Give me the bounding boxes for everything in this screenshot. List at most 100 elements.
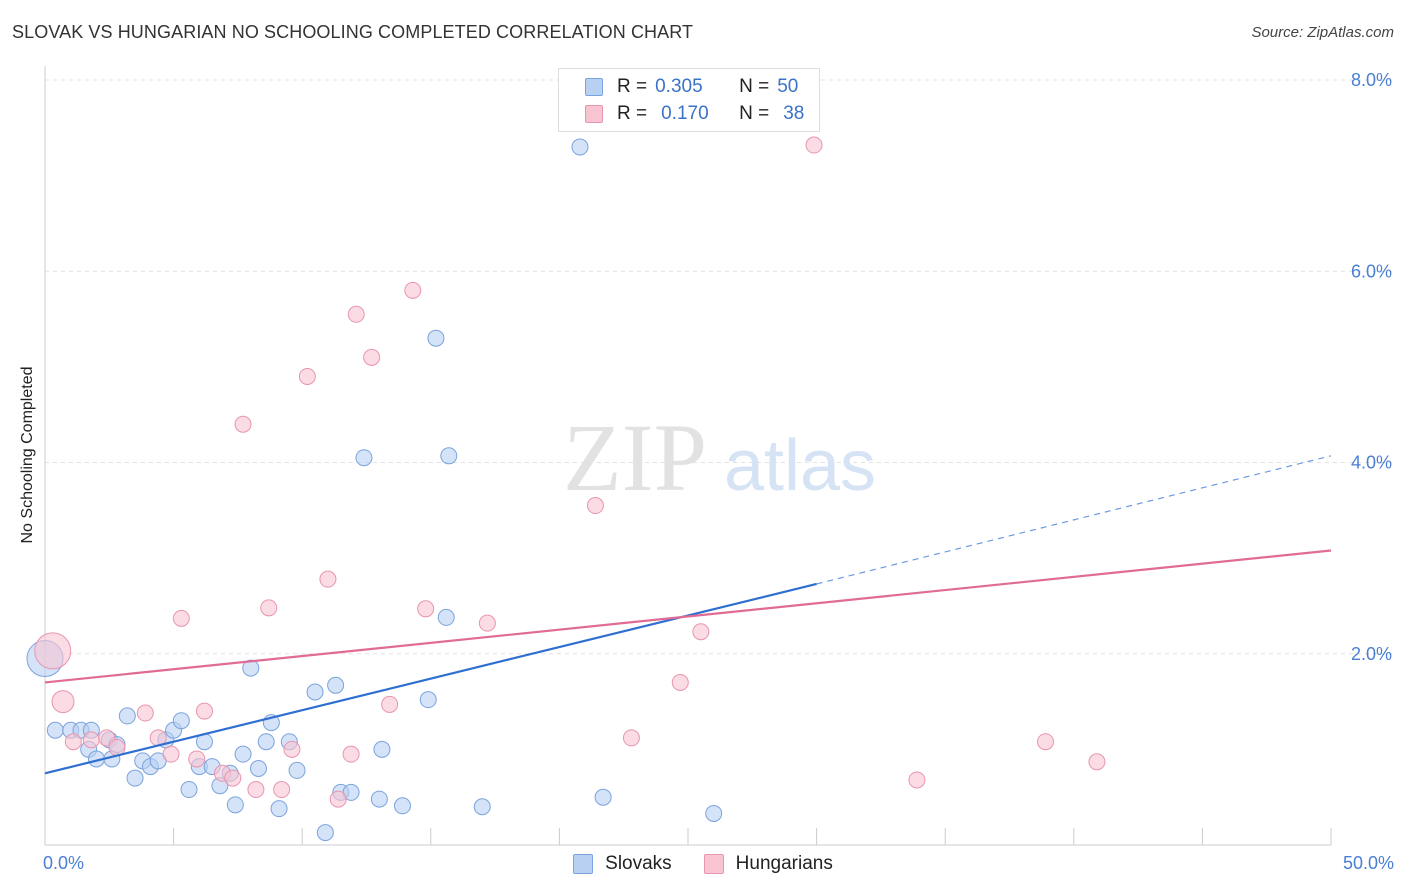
- legend-swatch-slovaks: [573, 854, 594, 874]
- hungarian-point: [478, 614, 496, 632]
- tick-labels: 2.0% 4.0% 6.0% 8.0% 0.0% 50.0%: [43, 70, 1394, 873]
- y-tick-label: 4.0%: [1351, 453, 1392, 473]
- scatter-points: [26, 136, 1106, 842]
- hungarian-point: [82, 731, 100, 749]
- watermark-zip: ZIP: [563, 404, 707, 511]
- hungarian-point: [586, 497, 604, 515]
- hungarian-point: [136, 704, 154, 722]
- slovak-point: [327, 676, 345, 694]
- slovak-point: [234, 745, 252, 763]
- hungarian-point: [298, 367, 316, 385]
- legend-r-value-hungarians: 0.170: [661, 103, 709, 124]
- slovak-point: [394, 797, 412, 815]
- y-tick-label: 2.0%: [1351, 644, 1392, 664]
- y-tick-label: 6.0%: [1351, 261, 1392, 281]
- legend-swatch-hungarians: [703, 854, 724, 874]
- slovak-point: [419, 691, 437, 709]
- hungarian-point: [162, 745, 180, 763]
- slovak-point: [316, 824, 334, 842]
- legend-item-hungarians: Hungarians: [703, 853, 833, 875]
- hungarian-point: [247, 781, 265, 799]
- legend-row-hungarians: R = 0.170 N = 38: [585, 102, 804, 126]
- x-tick-label: 50.0%: [1343, 853, 1394, 873]
- slovak-point: [46, 721, 64, 739]
- slovak-point: [473, 798, 491, 816]
- hungarian-point: [404, 281, 422, 299]
- legend-r-label: R =: [617, 76, 648, 97]
- slovak-point: [226, 796, 244, 814]
- legend-swatch-hungarians: [585, 105, 603, 123]
- grid-lines: [45, 79, 1392, 655]
- hungarian-point: [1037, 733, 1055, 751]
- slovak-point: [571, 138, 589, 156]
- legend-r-value-slovaks: 0.305: [655, 76, 703, 97]
- slovak-point: [355, 449, 373, 467]
- y-tick-label: 8.0%: [1351, 70, 1392, 90]
- hungarian-point: [172, 609, 190, 627]
- source-label: Source: ZipAtlas.com: [1251, 24, 1394, 41]
- slovak-point: [427, 329, 445, 347]
- hungarian-point: [671, 673, 689, 691]
- hungarian-point: [908, 771, 926, 789]
- slovak-point: [370, 790, 388, 808]
- hungarian-point: [64, 733, 82, 751]
- slovak-point: [270, 800, 288, 818]
- slovak-point: [373, 740, 391, 758]
- legend-n-value-slovaks: 50: [777, 76, 799, 97]
- slovak-point: [705, 804, 723, 822]
- slovak-point: [288, 761, 306, 779]
- legend-stats: R = 0.305 N = 50 R = 0.170 N = 38: [558, 68, 820, 132]
- hungarian-point: [260, 599, 278, 617]
- slovak-point: [180, 781, 198, 799]
- slovak-point: [257, 733, 275, 751]
- slovak-point: [126, 769, 144, 787]
- legend-series: Slovaks Hungarians: [0, 853, 1406, 875]
- slovak-point: [118, 707, 136, 725]
- x-tick-label: 0.0%: [43, 853, 84, 873]
- legend-label-hungarians: Hungarians: [735, 853, 833, 874]
- hungarian-point: [692, 623, 710, 641]
- hungarian-point: [805, 136, 823, 154]
- hungarian-point: [622, 729, 640, 747]
- legend-n-label: N =: [739, 103, 770, 124]
- hungarian-point: [329, 790, 347, 808]
- legend-label-slovaks: Slovaks: [605, 853, 672, 874]
- slovak-point: [306, 683, 324, 701]
- hungarian-point: [34, 632, 72, 670]
- hungarian-point: [51, 690, 75, 714]
- watermark-atlas: atlas: [724, 426, 876, 506]
- chart-title: SLOVAK VS HUNGARIAN NO SCHOOLING COMPLET…: [12, 22, 694, 42]
- hungarian-point: [188, 750, 206, 768]
- legend-item-slovaks: Slovaks: [573, 853, 672, 875]
- watermark: ZIP atlas: [563, 404, 876, 511]
- slovak-point: [242, 659, 260, 677]
- hungarian-point: [273, 781, 291, 799]
- trend-lines: [44, 455, 1332, 775]
- hungarian-point: [417, 600, 435, 618]
- legend-row-slovaks: R = 0.305 N = 50: [585, 75, 798, 99]
- hungarian-point: [195, 702, 213, 720]
- slovak-point: [249, 760, 267, 777]
- hungarian-trend-line: [44, 549, 1332, 684]
- y-axis-label: No Schooling Completed: [19, 366, 36, 544]
- legend-r-label: R =: [617, 103, 648, 124]
- slovak-trend-extension: [816, 455, 1332, 585]
- hungarian-point: [108, 738, 126, 756]
- axes: [44, 66, 1332, 846]
- hungarian-point: [234, 415, 252, 433]
- slovak-point: [437, 608, 455, 626]
- legend-n-value-hungarians: 38: [783, 103, 805, 124]
- hungarian-point: [347, 305, 365, 323]
- hungarian-point: [224, 769, 242, 787]
- hungarian-point: [283, 740, 301, 758]
- legend-swatch-slovaks: [585, 78, 603, 96]
- hungarian-point: [342, 745, 360, 763]
- hungarian-point: [1088, 753, 1106, 771]
- slovak-point: [594, 788, 612, 806]
- slovak-point: [440, 447, 458, 465]
- hungarian-point: [381, 695, 399, 713]
- hungarian-point: [319, 570, 337, 588]
- hungarian-point: [363, 348, 381, 366]
- slovak-point: [172, 712, 190, 730]
